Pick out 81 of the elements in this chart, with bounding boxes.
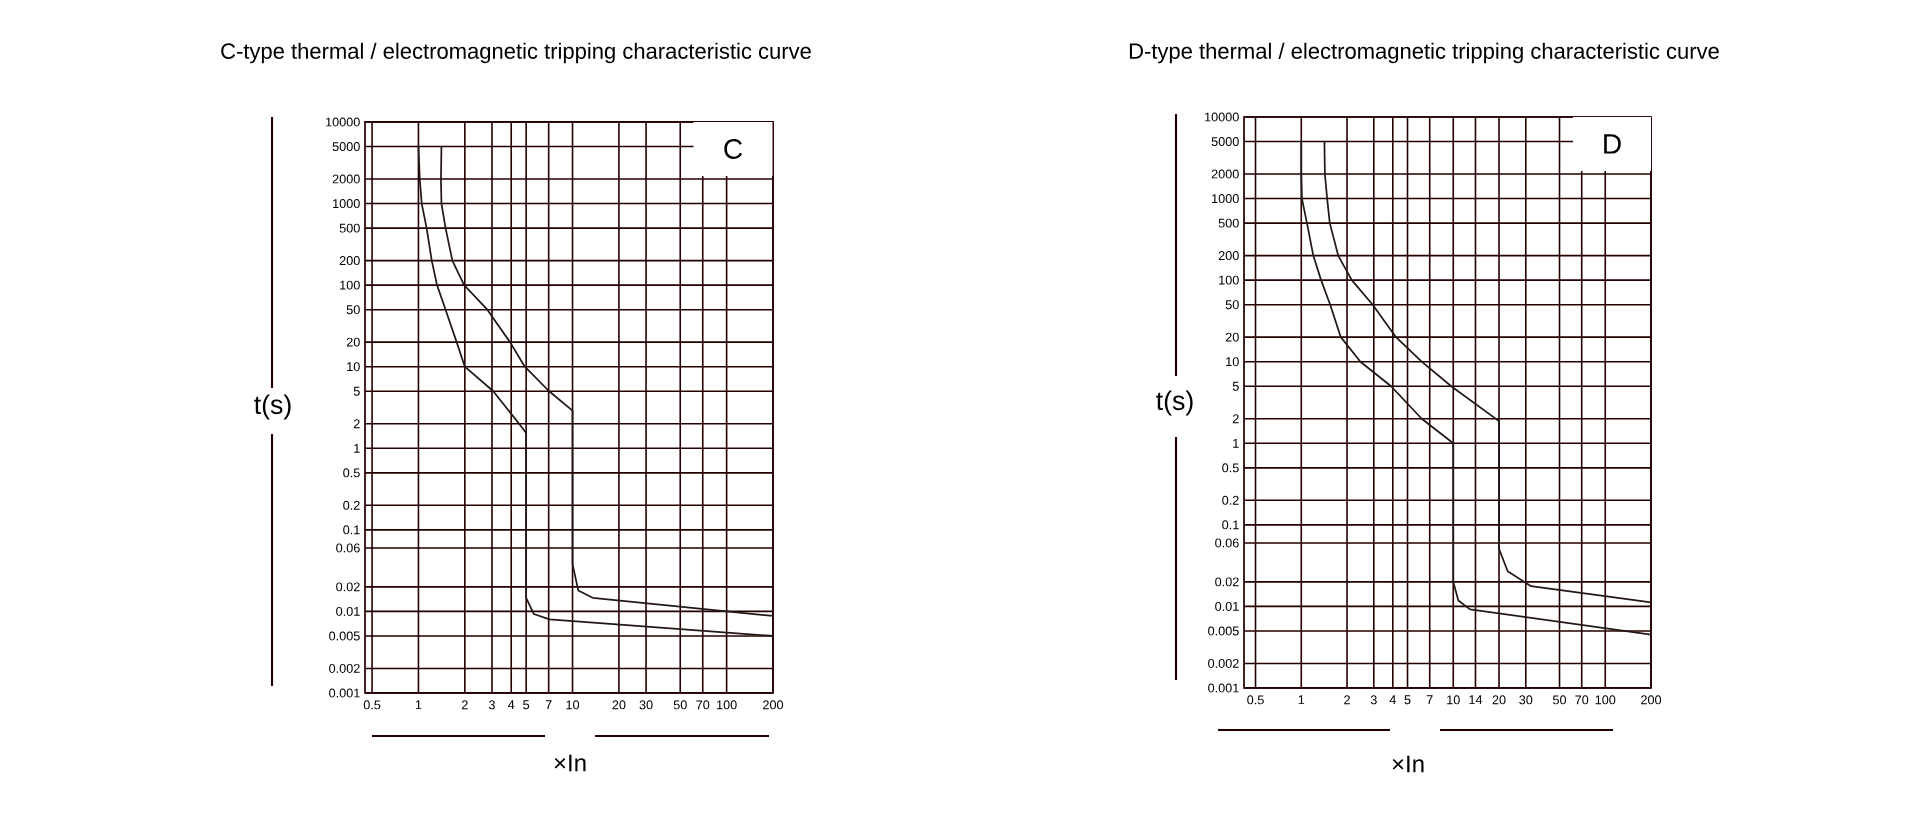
chart-title: D-type thermal / electromagnetic tripping characteristic curve xyxy=(1129,42,1719,64)
y-tick-label: 1 xyxy=(354,443,360,453)
y-tick-label: 500 xyxy=(339,223,360,233)
x-tick-label: 4 xyxy=(1389,695,1396,705)
y-tick-label: 10000 xyxy=(1205,112,1239,122)
x-tick-label: 100 xyxy=(1595,695,1616,705)
y-tick-label: 50 xyxy=(1225,300,1239,310)
y-axis-title: t(s) xyxy=(1156,390,1193,416)
x-tick-label: 200 xyxy=(1641,695,1662,705)
y-tick-label: 0.06 xyxy=(336,543,360,553)
x-tick-label: 7 xyxy=(545,700,552,710)
x-tick-label: 0.5 xyxy=(363,700,381,710)
y-tick-label: 5 xyxy=(353,386,360,396)
y-tick-label: 100 xyxy=(1219,275,1239,285)
y-tick-label: 1000 xyxy=(333,199,360,209)
y-tick-label: 0.02 xyxy=(336,582,360,592)
y-tick-label: 0.5 xyxy=(343,468,360,478)
x-tick-label: 3 xyxy=(1370,695,1377,705)
y-tick-label: 0.005 xyxy=(1208,626,1239,636)
y-tick-label: 0.01 xyxy=(1215,601,1239,611)
y-tick-label: 10000 xyxy=(326,117,360,127)
y-tick-label: 0.001 xyxy=(329,688,360,698)
x-tick-label: 70 xyxy=(1575,695,1589,705)
x-tick-label: 10 xyxy=(566,700,580,710)
x-tick-label: 30 xyxy=(639,700,653,710)
y-tick-label: 0.005 xyxy=(329,631,360,641)
y-tick-label: 1000 xyxy=(1212,194,1239,204)
x-tick-label: 1 xyxy=(415,700,422,710)
y-tick-label: 20 xyxy=(1225,332,1239,342)
y-tick-label: 50 xyxy=(346,305,360,315)
x-tick-label: 70 xyxy=(696,700,710,710)
x-tick-label: 20 xyxy=(1492,695,1506,705)
x-tick-label: 50 xyxy=(673,700,687,710)
y-axis-title: t(s) xyxy=(254,394,291,420)
y-tick-label: 5 xyxy=(1232,381,1239,391)
x-tick-label: 3 xyxy=(488,700,495,710)
y-tick-label: 5000 xyxy=(332,142,360,152)
annotation: C xyxy=(724,139,743,159)
y-tick-label: 0.5 xyxy=(1222,463,1239,473)
y-tick-label: 20 xyxy=(346,337,360,347)
x-tick-label: 0.5 xyxy=(1247,695,1264,705)
x-tick-label: 5 xyxy=(1404,695,1411,705)
x-tick-label: 100 xyxy=(717,700,737,710)
x-tick-label: 7 xyxy=(1426,695,1433,705)
y-tick-label: 200 xyxy=(339,256,360,266)
annotation: D xyxy=(1604,134,1621,154)
y-tick-label: 10 xyxy=(1226,357,1239,367)
x-tick-label: 50 xyxy=(1552,695,1567,705)
y-tick-label: 5000 xyxy=(1211,137,1239,147)
x-tick-label: 2 xyxy=(461,700,468,710)
x-tick-label: 20 xyxy=(612,700,626,710)
y-tick-label: 0.002 xyxy=(1208,658,1239,668)
x-axis-title: ×In xyxy=(1392,755,1424,773)
y-tick-label: 2 xyxy=(1232,414,1239,424)
x-tick-label: 200 xyxy=(763,700,784,710)
y-tick-label: 0.06 xyxy=(1215,538,1239,548)
y-tick-label: 2 xyxy=(353,419,360,429)
x-tick-label: 5 xyxy=(523,700,530,710)
y-tick-label: 500 xyxy=(1218,218,1239,228)
x-tick-label: 4 xyxy=(507,700,515,710)
x-tick-label: 1 xyxy=(1298,695,1305,705)
x-tick-label: 30 xyxy=(1519,695,1533,705)
y-tick-label: 10 xyxy=(347,362,360,372)
y-tick-label: 0.001 xyxy=(1208,683,1239,693)
chart-title: C-type thermal / electromagnetic tripping characteristic curve xyxy=(221,42,811,64)
y-tick-label: 0.1 xyxy=(343,525,360,535)
y-tick-label: 0.02 xyxy=(1215,577,1239,587)
x-tick-label: 10 xyxy=(1447,695,1460,705)
y-tick-label: 100 xyxy=(340,280,360,290)
y-tick-label: 0.01 xyxy=(336,606,360,616)
x-tick-label: 14 xyxy=(1469,695,1483,705)
y-tick-label: 2000 xyxy=(1211,169,1239,179)
y-tick-label: 200 xyxy=(1218,251,1239,261)
y-tick-label: 0.002 xyxy=(329,663,360,673)
y-tick-label: 1 xyxy=(1233,438,1239,448)
y-tick-label: 2000 xyxy=(332,174,360,184)
y-tick-label: 0.2 xyxy=(343,500,360,510)
x-axis-title: ×In xyxy=(554,754,586,772)
y-tick-label: 0.2 xyxy=(1222,495,1239,505)
y-tick-label: 0.1 xyxy=(1222,520,1239,530)
x-tick-label: 2 xyxy=(1344,695,1350,705)
